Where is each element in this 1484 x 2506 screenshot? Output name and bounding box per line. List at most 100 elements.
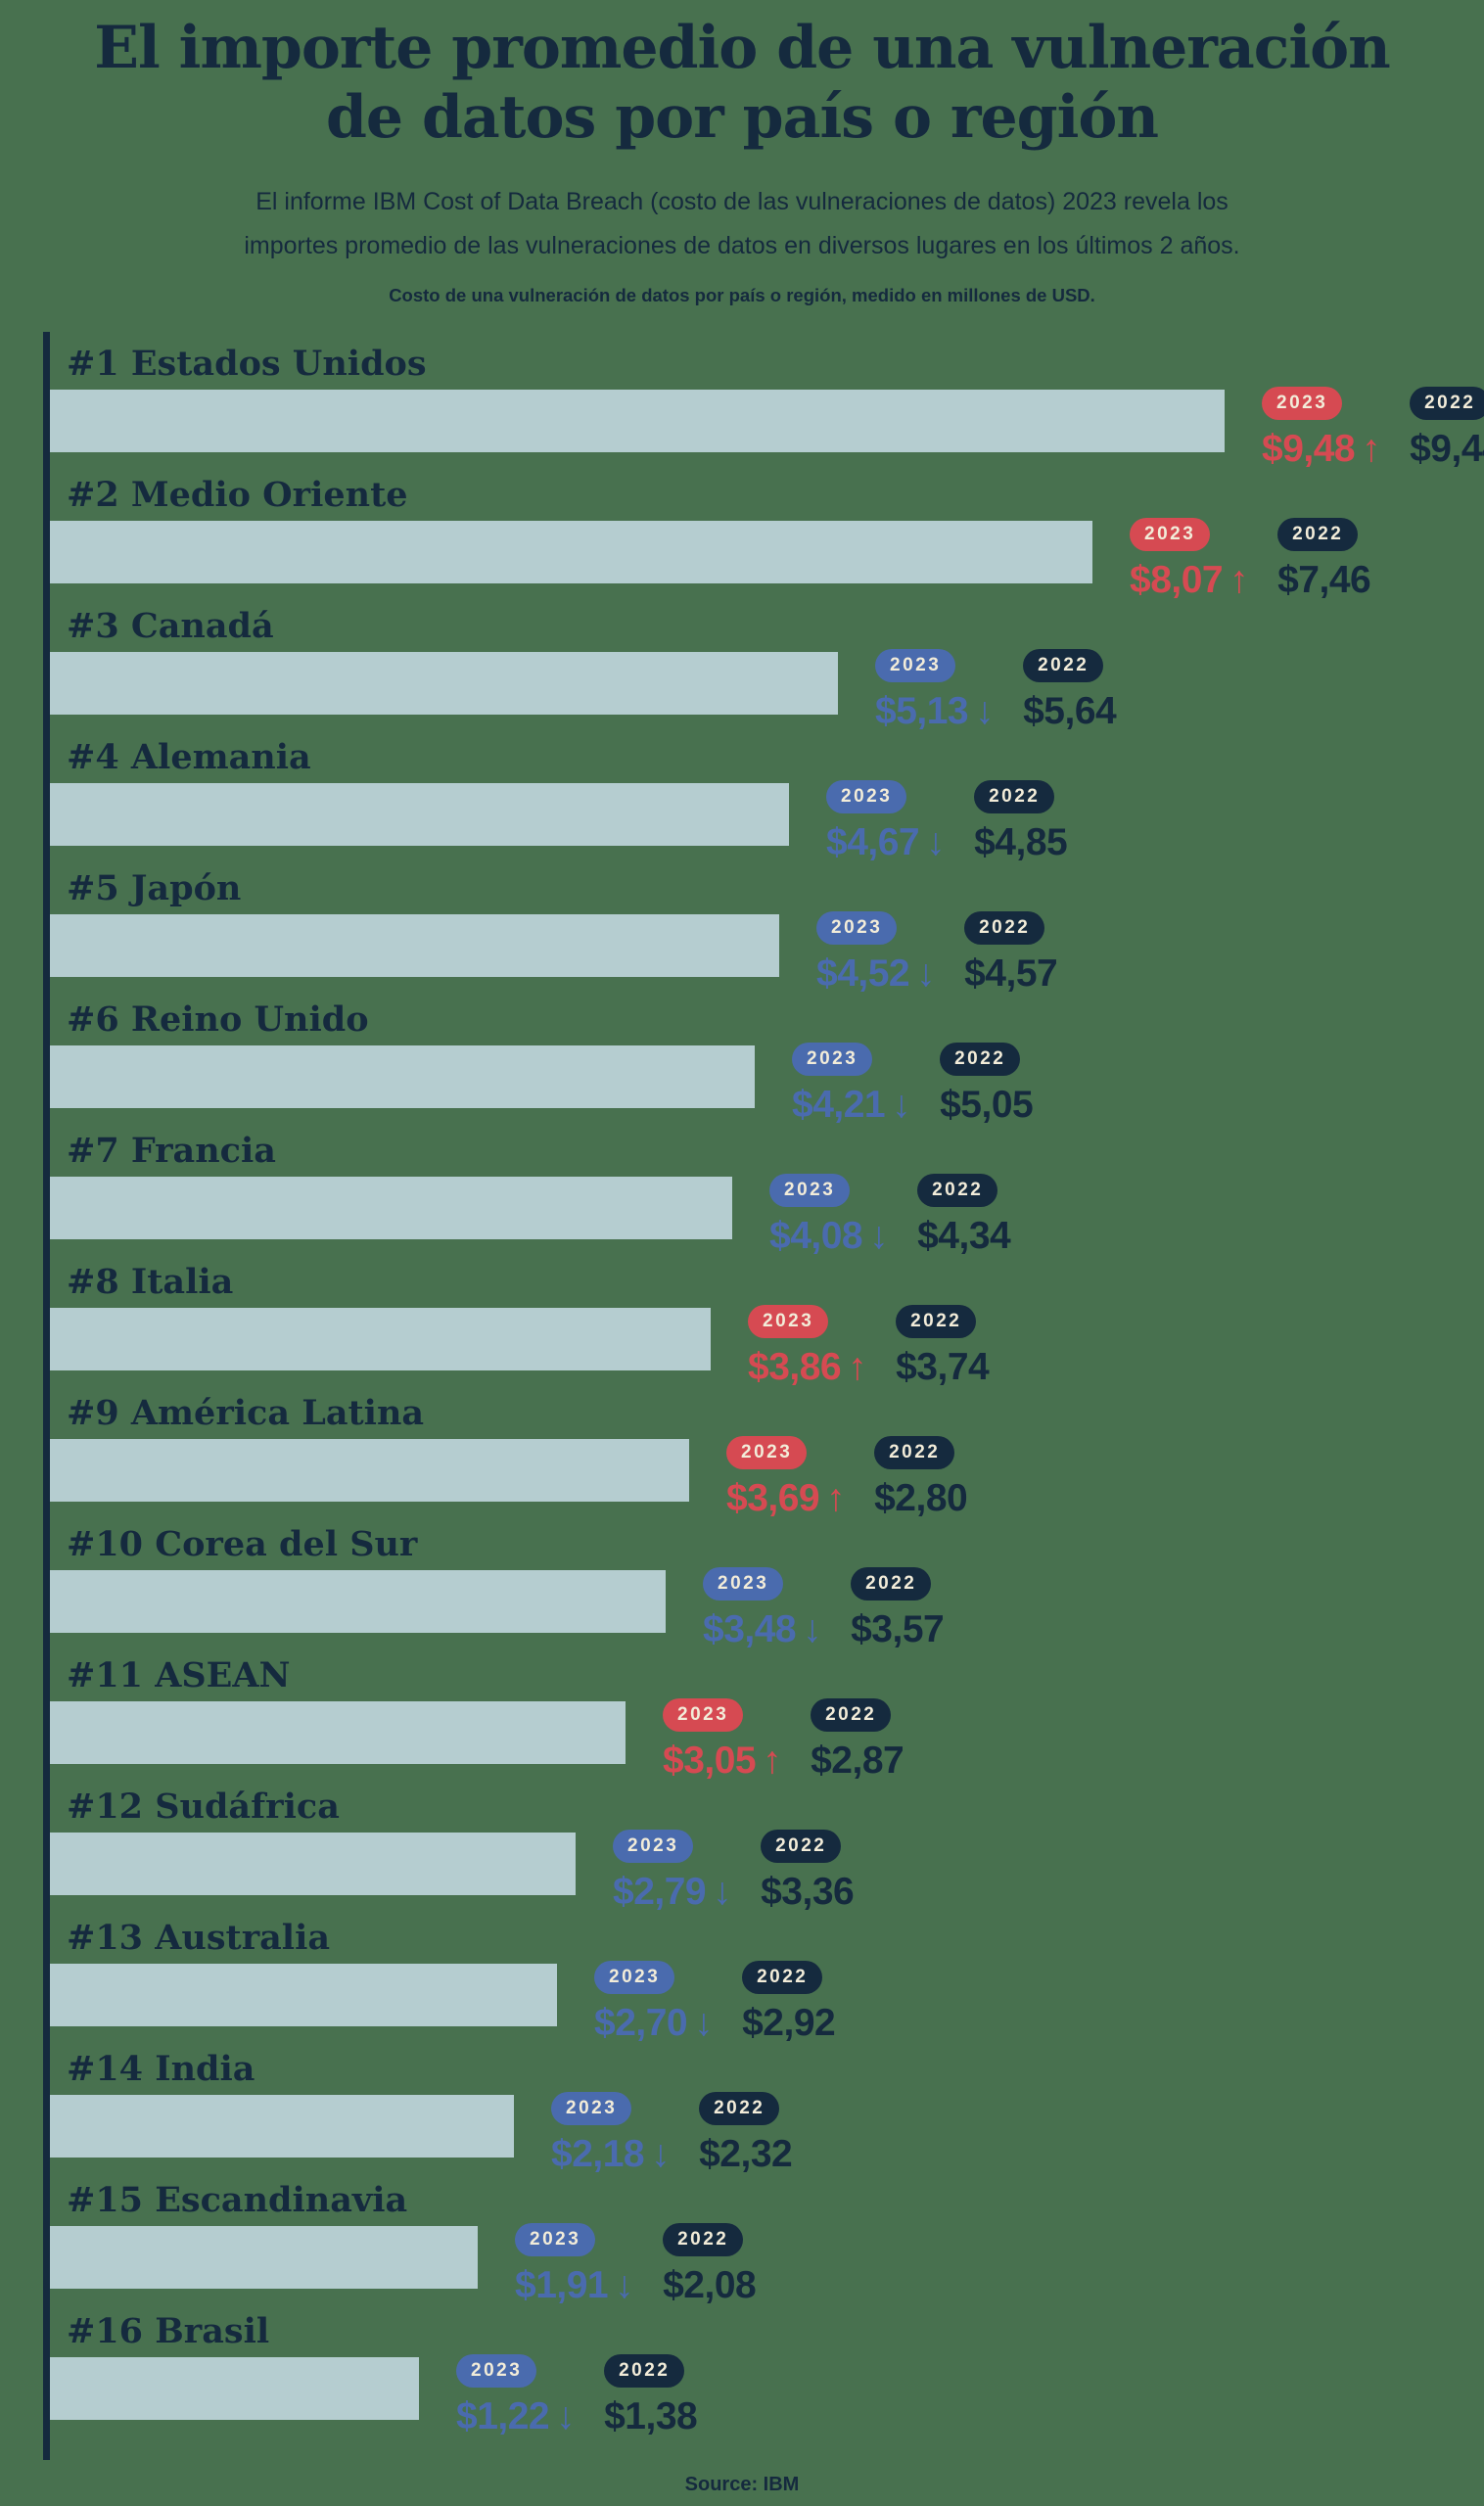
- stat-2022: 2022 $3,74: [896, 1304, 1011, 1389]
- subtitle-line-1: El informe IBM Cost of Data Breach (cost…: [255, 187, 1229, 215]
- country-row: #3 Canadá 2023 $5,13 ↓ 2022 $5,64: [50, 606, 1484, 737]
- stat-2022: 2022 $5,64: [1023, 648, 1138, 733]
- value-2023: $8,07 ↑: [1130, 558, 1249, 601]
- row-values: 2023 $4,52 ↓ 2022 $4,57: [816, 910, 1109, 996]
- value-2023: $2,79 ↓: [613, 1870, 732, 1913]
- trend-arrow-icon: ↓: [713, 1870, 732, 1913]
- chart-rows: #1 Estados Unidos 2023 $9,48↑ 2022 $9,44…: [50, 344, 1484, 2442]
- value-2022: $4,57: [964, 951, 1058, 995]
- value-2022: $1,38: [604, 2394, 698, 2437]
- trend-arrow-icon: ↓: [916, 951, 936, 995]
- country-row: #8 Italia 2023 $3,86 ↑ 2022 $3,74: [50, 1262, 1484, 1393]
- subtitle: El informe IBM Cost of Data Breach (cost…: [57, 180, 1427, 269]
- value-2023: $3,69 ↑: [726, 1476, 846, 1519]
- trend-arrow-icon: ↓: [651, 2132, 671, 2175]
- country-row: #15 Escandinavia 2023 $1,91 ↓ 2022 $2,08: [50, 2180, 1484, 2311]
- row-values: 2023 $3,48 ↓ 2022 $3,57: [703, 1566, 996, 1651]
- stat-2022: 2022 $2,92: [742, 1960, 858, 2045]
- country-row: #1 Estados Unidos 2023 $9,48↑ 2022 $9,44: [50, 344, 1484, 475]
- title-line-2: de datos por país o región: [325, 82, 1159, 152]
- cost-bar-2023: [50, 1176, 732, 1239]
- value-2022: $9,44: [1410, 427, 1484, 470]
- cost-bar-2023: [50, 2225, 478, 2289]
- country-row: #11 ASEAN 2023 $3,05 ↑ 2022 $2,87: [50, 1655, 1484, 1787]
- stat-2023: 2023 $2,79 ↓: [613, 1829, 732, 1914]
- row-values: 2023 $4,08 ↓ 2022 $4,34: [769, 1173, 1062, 1258]
- row-values: 2023 $9,48↑ 2022 $9,44: [1262, 386, 1484, 471]
- country-label: #1 Estados Unidos: [67, 343, 427, 384]
- year-badge-2023: 2023: [826, 779, 907, 813]
- value-2022: $2,92: [742, 2001, 836, 2044]
- value-2022: $3,74: [896, 1345, 990, 1388]
- country-row: #6 Reino Unido 2023 $4,21 ↓ 2022 $5,05: [50, 999, 1484, 1131]
- country-label: #14 India: [67, 2048, 255, 2089]
- cost-bar-2023: [50, 913, 779, 977]
- country-label: #4 Alemania: [67, 736, 311, 777]
- stat-2023: 2023 $3,05 ↑: [663, 1697, 782, 1783]
- year-badge-2023: 2023: [703, 1566, 784, 1601]
- stat-2022: 2022 $4,57: [964, 910, 1080, 996]
- year-badge-2023: 2023: [594, 1960, 675, 1994]
- value-2023: $4,67 ↓: [826, 820, 946, 863]
- value-2023: $4,21 ↓: [792, 1083, 911, 1126]
- cost-bar-2023: [50, 520, 1092, 583]
- country-row: #5 Japón 2023 $4,52 ↓ 2022 $4,57: [50, 868, 1484, 999]
- stat-2023: 2023 $3,86 ↑: [748, 1304, 867, 1389]
- cost-bar-2023: [50, 1044, 755, 1108]
- year-badge-2022: 2022: [1410, 386, 1484, 420]
- year-badge-2022: 2022: [974, 779, 1055, 813]
- year-badge-2022: 2022: [851, 1566, 932, 1601]
- country-label: #9 América Latina: [67, 1392, 425, 1433]
- stat-2023: 2023 $5,13 ↓: [875, 648, 995, 733]
- value-2022: $3,57: [851, 1607, 945, 1650]
- stat-2023: 2023 $4,67 ↓: [826, 779, 946, 864]
- country-label: #3 Canadá: [67, 605, 274, 646]
- year-badge-2022: 2022: [761, 1829, 842, 1863]
- year-badge-2023: 2023: [551, 2091, 632, 2125]
- country-label: #6 Reino Unido: [67, 998, 369, 1040]
- year-badge-2022: 2022: [811, 1697, 892, 1732]
- year-badge-2022: 2022: [742, 1960, 823, 1994]
- country-row: #2 Medio Oriente 2023 $8,07 ↑ 2022 $7,46: [50, 475, 1484, 606]
- country-label: #11 ASEAN: [67, 1654, 291, 1695]
- title-line-1: El importe promedio de una vulneración: [94, 14, 1391, 82]
- row-values: 2023 $3,05 ↑ 2022 $2,87: [663, 1697, 955, 1783]
- row-values: 2023 $3,69 ↑ 2022 $2,80: [726, 1435, 1019, 1520]
- row-values: 2023 $3,86 ↑ 2022 $3,74: [748, 1304, 1041, 1389]
- value-2022: $5,64: [1023, 689, 1117, 732]
- year-badge-2022: 2022: [874, 1435, 955, 1469]
- stat-2023: 2023 $9,48 ↑: [1262, 386, 1381, 471]
- cost-bar-2023: [50, 1569, 666, 1633]
- stat-2022: 2022 $7,46: [1277, 517, 1393, 602]
- value-2022: $5,05: [940, 1083, 1034, 1126]
- trend-arrow-icon: ↑: [848, 1345, 867, 1388]
- row-values: 2023 $2,70 ↓ 2022 $2,92: [594, 1960, 887, 2045]
- year-badge-2023: 2023: [769, 1173, 851, 1207]
- year-badge-2023: 2023: [792, 1042, 873, 1076]
- value-2023: $2,18 ↓: [551, 2132, 671, 2175]
- chart-caption: Costo de una vulneración de datos por pa…: [389, 284, 1095, 305]
- trend-arrow-icon: ↓: [694, 2001, 714, 2044]
- stat-2022: 2022 $1,38: [604, 2353, 719, 2438]
- row-values: 2023 $2,79 ↓ 2022 $3,36: [613, 1829, 905, 1914]
- country-label: #13 Australia: [67, 1917, 331, 1958]
- stat-2023: 2023 $1,22 ↓: [456, 2353, 576, 2438]
- value-2023: $9,48 ↑: [1262, 427, 1381, 470]
- stat-2023: 2023 $4,52 ↓: [816, 910, 936, 996]
- cost-bar-2023: [50, 1832, 576, 1895]
- stat-2022: 2022 $3,57: [851, 1566, 966, 1651]
- stat-2022: 2022 $9,44: [1410, 386, 1484, 471]
- value-2023: $5,13 ↓: [875, 689, 995, 732]
- value-2022: $3,36: [761, 1870, 855, 1913]
- value-2022: $7,46: [1277, 558, 1371, 601]
- trend-arrow-icon: ↓: [556, 2394, 576, 2437]
- cost-bar-2023: [50, 1307, 711, 1370]
- subtitle-line-2: importes promedio de las vulneraciones d…: [244, 232, 1240, 260]
- value-2023: $1,91 ↓: [515, 2263, 634, 2306]
- country-label: #2 Medio Oriente: [67, 474, 408, 515]
- stat-2022: 2022 $2,80: [874, 1435, 990, 1520]
- year-badge-2022: 2022: [1023, 648, 1104, 682]
- year-badge-2022: 2022: [940, 1042, 1021, 1076]
- value-2023: $2,70 ↓: [594, 2001, 714, 2044]
